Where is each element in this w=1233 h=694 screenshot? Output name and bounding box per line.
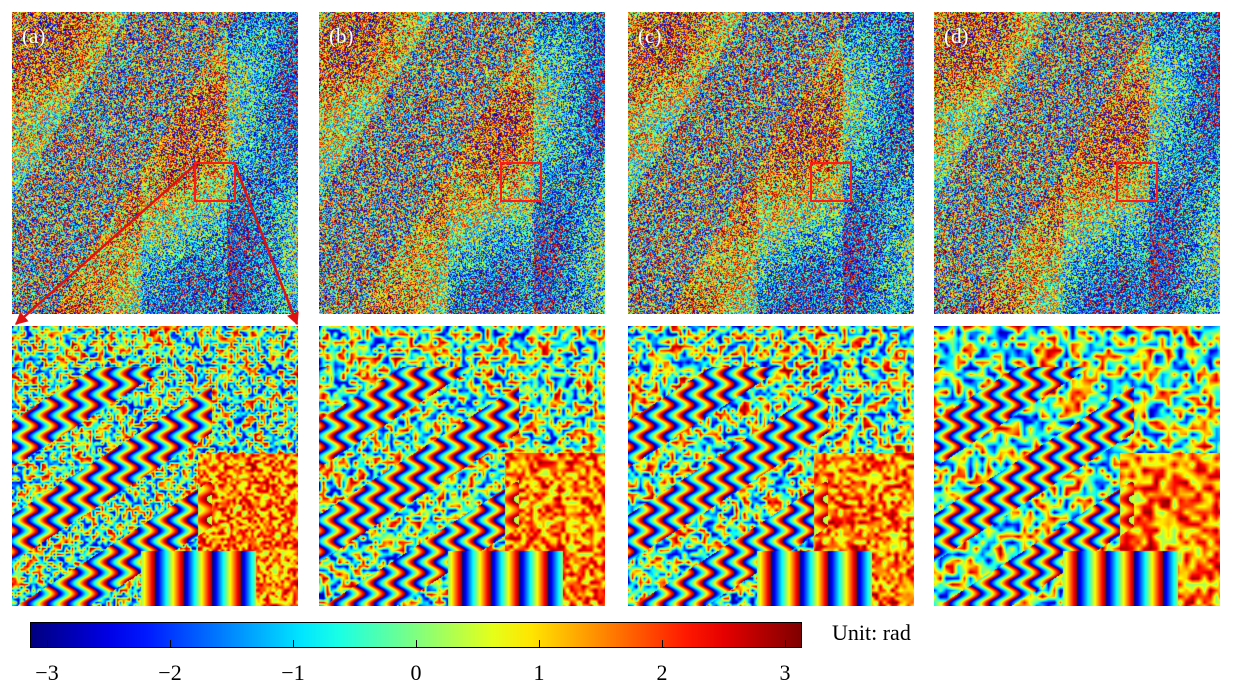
- phase-image-d-zoom: [934, 326, 1220, 606]
- colorbar-tick-label-1: 1: [533, 660, 545, 685]
- panel-d-zoom: [934, 326, 1220, 606]
- phase-image-a-zoom: [12, 326, 298, 606]
- colorbar-tick-label-neg3: −3: [35, 660, 59, 685]
- colorbar-tick-mark: [170, 640, 171, 648]
- colorbar-tick-mark: [539, 640, 540, 648]
- panel-b-label: (b): [329, 24, 354, 48]
- colorbar-tick-mark: [47, 640, 48, 648]
- panel-c-zoom: [628, 326, 914, 606]
- panel-c-label: (c): [638, 24, 662, 48]
- phase-image-b-zoom: [319, 326, 605, 606]
- colorbar-tick-mark: [416, 640, 417, 648]
- panel-a-full: (a): [12, 12, 298, 314]
- colorbar-tick-mark: [293, 640, 294, 648]
- panel-d-full: (d): [934, 12, 1220, 314]
- panel-a-label: (a): [22, 24, 46, 48]
- panel-b-full: (b): [319, 12, 605, 314]
- panel-d-label: (d): [944, 24, 969, 48]
- phase-image-c-full: [628, 12, 914, 314]
- panel-b-zoom: [319, 326, 605, 606]
- colorbar-tick-label-neg2: −2: [158, 660, 182, 685]
- roi-box-a: [194, 162, 236, 202]
- panel-c-full: (c): [628, 12, 914, 314]
- roi-box-b: [500, 162, 542, 202]
- roi-box-c: [810, 162, 852, 202]
- colorbar-tick-label-0: 0: [410, 660, 422, 685]
- phase-image-a-full: [12, 12, 298, 314]
- roi-box-d: [1116, 162, 1158, 202]
- colorbar-unit-label: Unit: rad: [832, 620, 911, 645]
- colorbar-tick-label-3: 3: [779, 660, 791, 685]
- phase-image-b-full: [319, 12, 605, 314]
- panel-a-zoom: [12, 326, 298, 606]
- colorbar-tick-label-2: 2: [656, 660, 668, 685]
- colorbar-tick-label-neg1: −1: [281, 660, 305, 685]
- phase-image-d-full: [934, 12, 1220, 314]
- colorbar-tick-mark: [662, 640, 663, 648]
- colorbar-tick-mark: [785, 640, 786, 648]
- phase-image-c-zoom: [628, 326, 914, 606]
